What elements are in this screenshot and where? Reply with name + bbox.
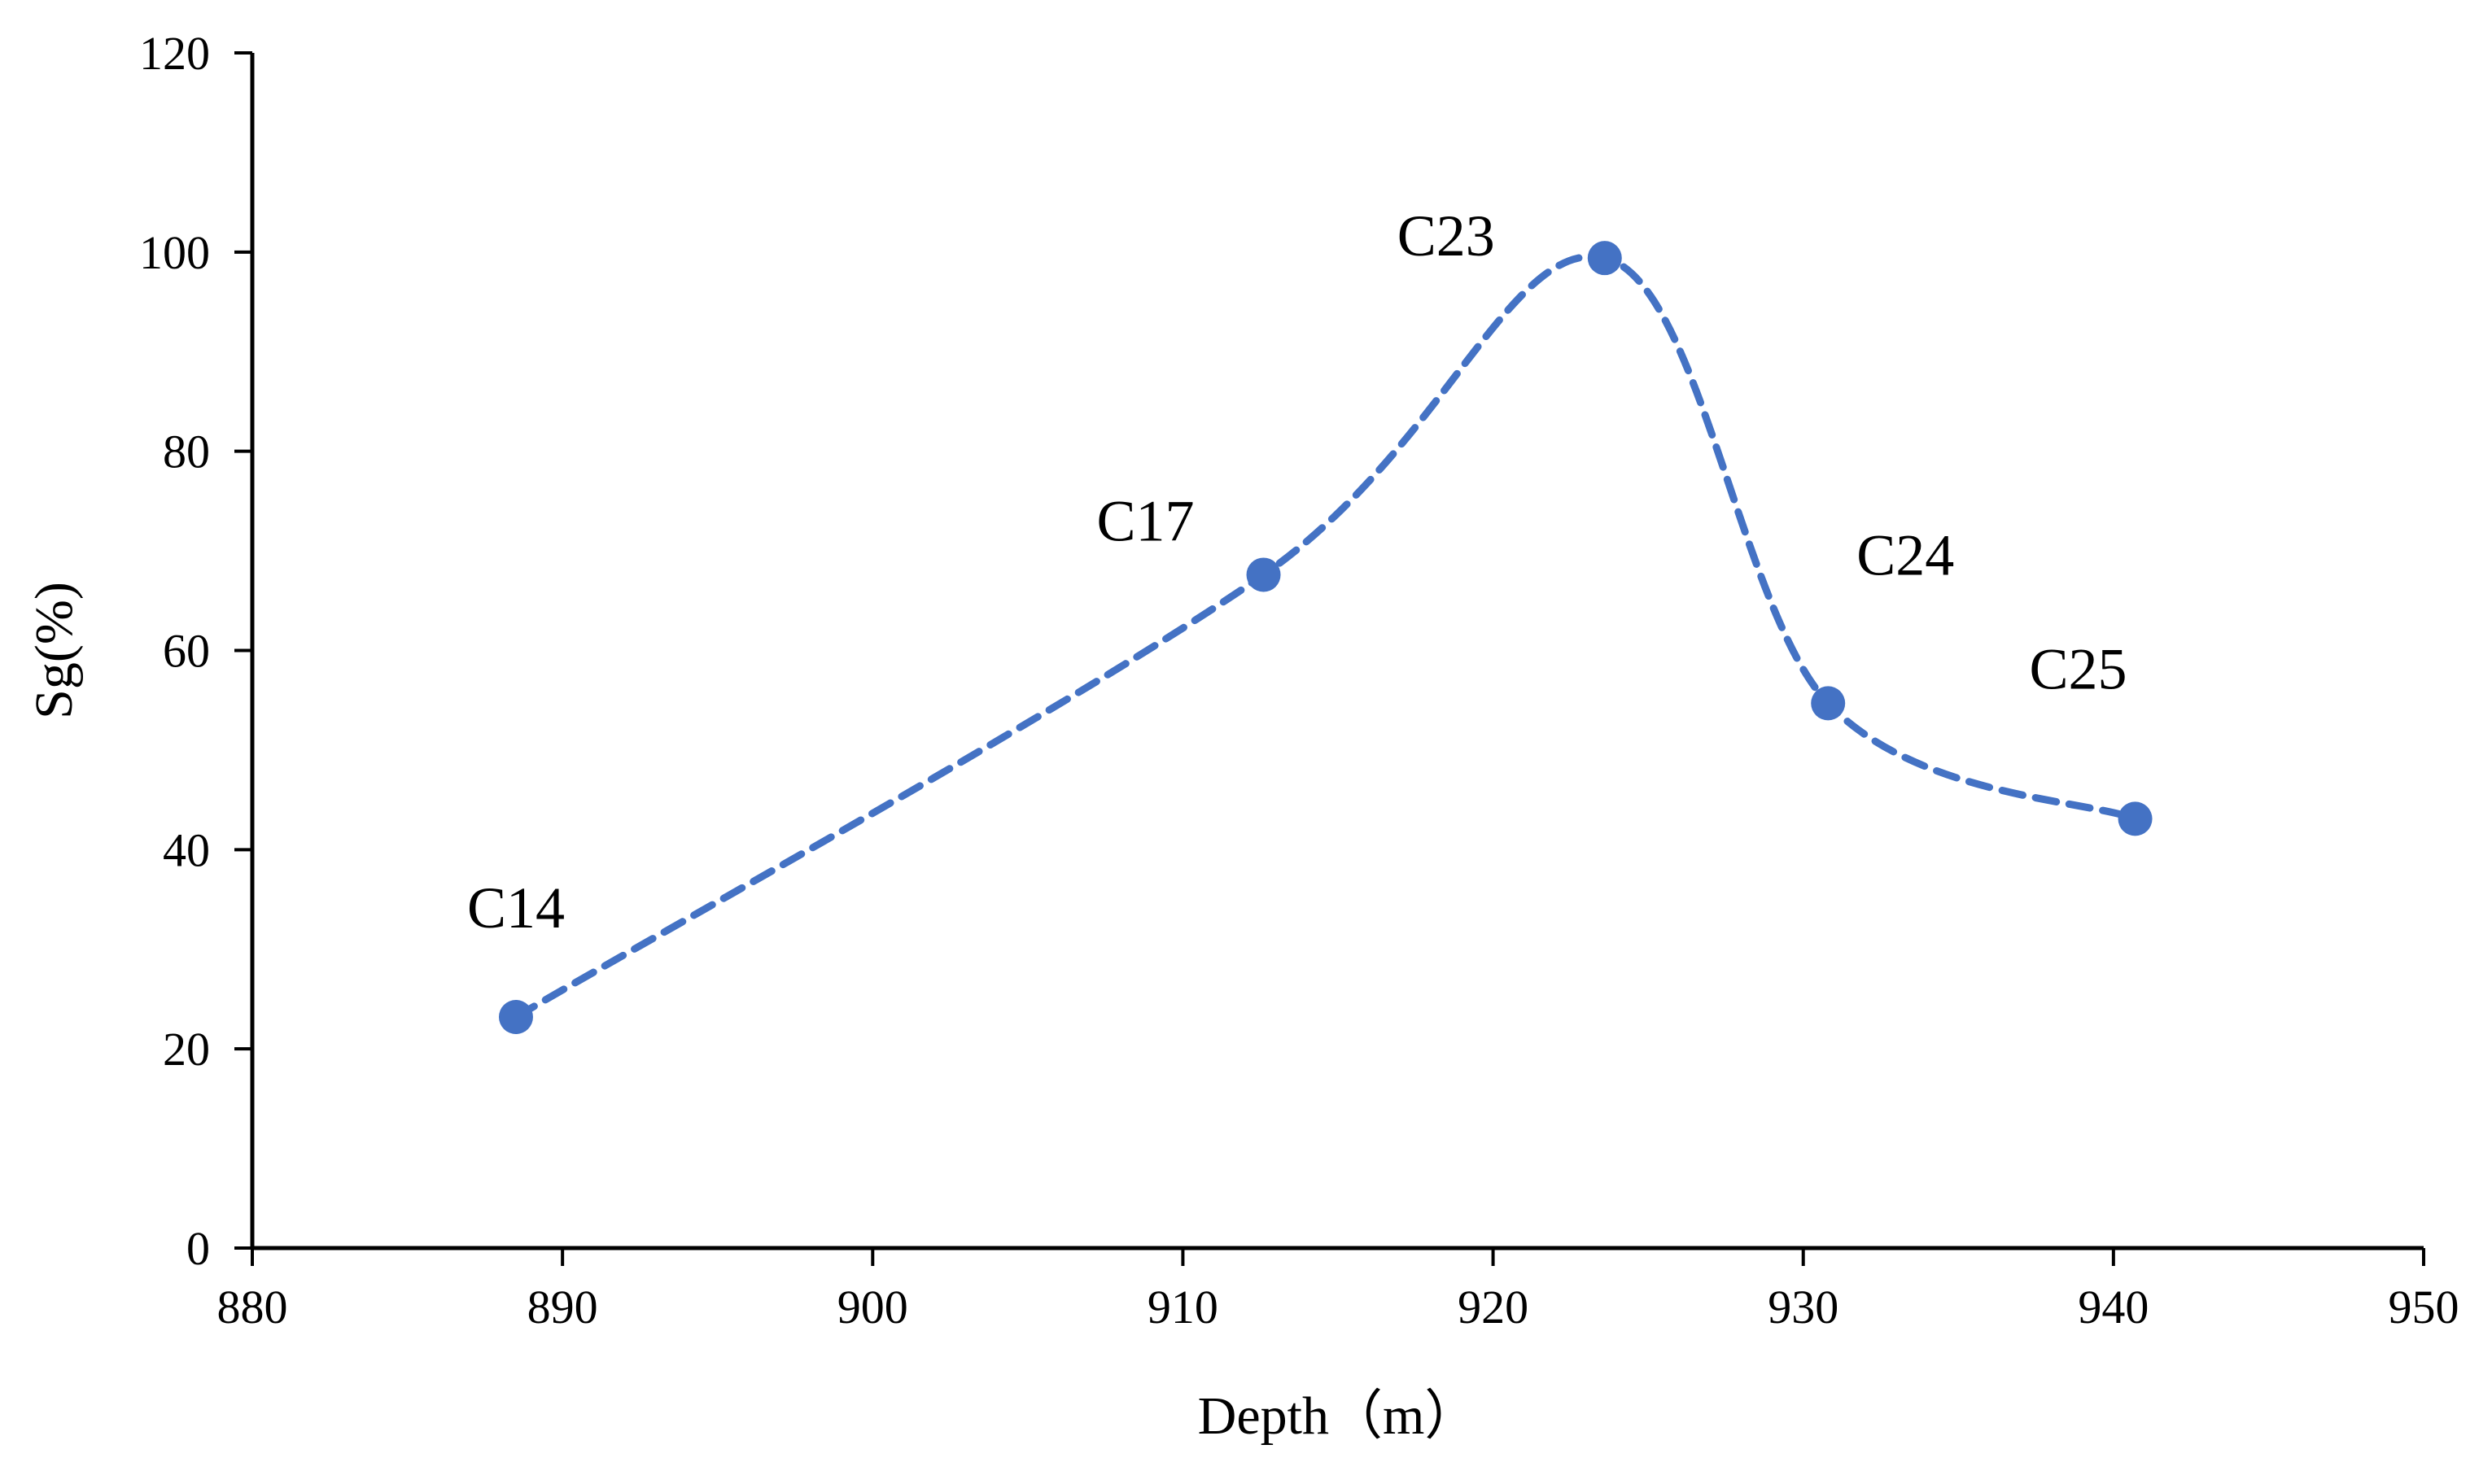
- y-tick-label: 40: [163, 823, 210, 876]
- x-tick-label: 880: [217, 1281, 288, 1333]
- y-tick-label: 60: [163, 625, 210, 678]
- y-tick-label: 100: [139, 226, 210, 279]
- x-tick-label: 930: [1768, 1281, 1838, 1333]
- y-tick-label: 20: [163, 1023, 210, 1076]
- x-tick-label: 890: [527, 1281, 598, 1333]
- x-tick-label: 920: [1458, 1281, 1528, 1333]
- point-label-c24: C24: [1856, 522, 1954, 587]
- y-tick-label: 0: [186, 1222, 210, 1275]
- series-sg: [498, 241, 2153, 1034]
- series-line: [512, 252, 2140, 1021]
- x-tick-label: 950: [2389, 1281, 2459, 1333]
- point-label-c17: C17: [1097, 488, 1195, 553]
- point-label-c23: C23: [1397, 203, 1495, 268]
- x-tick-label: 910: [1148, 1281, 1218, 1333]
- data-point-c24: [1811, 686, 1846, 721]
- y-tick-label: 80: [163, 426, 210, 478]
- data-point-c23: [1587, 241, 1622, 276]
- y-tick-label: 120: [139, 27, 210, 80]
- data-point-c17: [1246, 557, 1281, 592]
- point-labels: C14 C17 C23 C24 C25: [467, 203, 2127, 941]
- point-label-c14: C14: [467, 875, 565, 941]
- point-label-c25: C25: [2030, 636, 2127, 701]
- y-axis-title: Sg(%): [24, 582, 84, 719]
- axis-ticks: 0 20 40 60 80 100 120 880 890 900 910 920 930 940 950: [139, 27, 2459, 1333]
- x-tick-label: 940: [2078, 1281, 2149, 1333]
- data-point-c14: [498, 999, 533, 1034]
- data-point-c25: [2118, 801, 2153, 836]
- x-tick-label: 900: [837, 1281, 908, 1333]
- x-axis-title: Depth（m）: [1198, 1386, 1479, 1446]
